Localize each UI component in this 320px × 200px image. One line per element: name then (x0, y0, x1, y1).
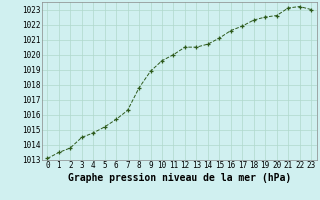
X-axis label: Graphe pression niveau de la mer (hPa): Graphe pression niveau de la mer (hPa) (68, 173, 291, 183)
